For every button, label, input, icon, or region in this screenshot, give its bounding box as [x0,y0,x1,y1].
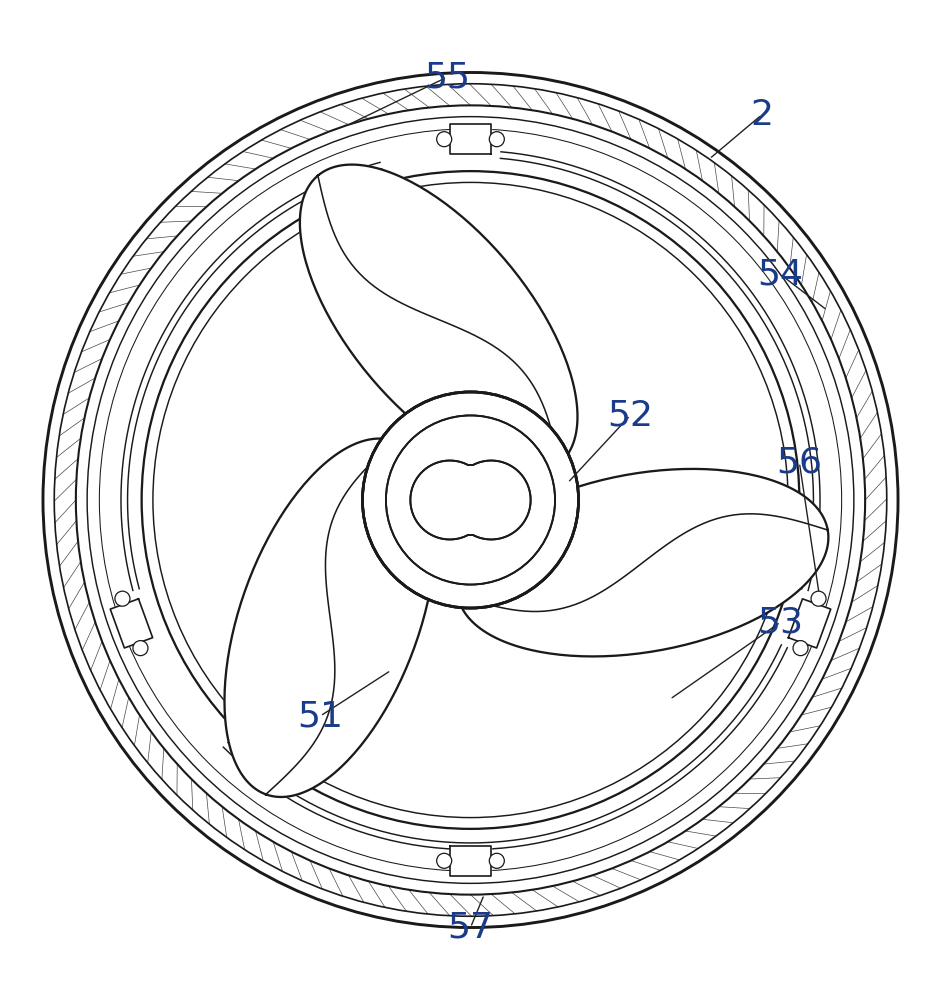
Text: 54: 54 [758,257,804,291]
Circle shape [115,591,130,606]
Circle shape [387,416,554,584]
Circle shape [793,641,808,656]
Circle shape [362,392,579,608]
Circle shape [811,591,826,606]
Circle shape [133,641,148,656]
Text: 52: 52 [607,398,653,432]
Circle shape [437,853,452,868]
Polygon shape [457,469,828,656]
Text: 55: 55 [424,60,470,94]
Circle shape [489,853,504,868]
Polygon shape [110,599,152,648]
Text: 53: 53 [758,605,804,639]
Polygon shape [225,439,436,797]
Polygon shape [300,165,578,475]
Polygon shape [789,599,831,648]
Circle shape [489,132,504,147]
Text: 57: 57 [448,911,493,945]
Text: 56: 56 [776,445,822,479]
Polygon shape [450,124,491,154]
Text: 2: 2 [750,98,774,132]
Circle shape [437,132,452,147]
Polygon shape [450,846,491,876]
Text: 51: 51 [297,699,343,733]
